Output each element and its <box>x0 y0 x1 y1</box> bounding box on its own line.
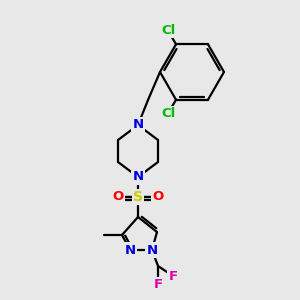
Text: N: N <box>132 170 144 184</box>
Text: N: N <box>132 118 144 131</box>
Text: Cl: Cl <box>161 24 175 37</box>
Text: N: N <box>146 244 158 256</box>
Text: N: N <box>124 244 136 256</box>
Text: S: S <box>133 190 143 204</box>
Text: O: O <box>112 190 124 203</box>
Text: F: F <box>168 269 178 283</box>
Text: Cl: Cl <box>161 107 175 120</box>
Text: F: F <box>153 278 163 292</box>
Text: O: O <box>152 190 164 203</box>
